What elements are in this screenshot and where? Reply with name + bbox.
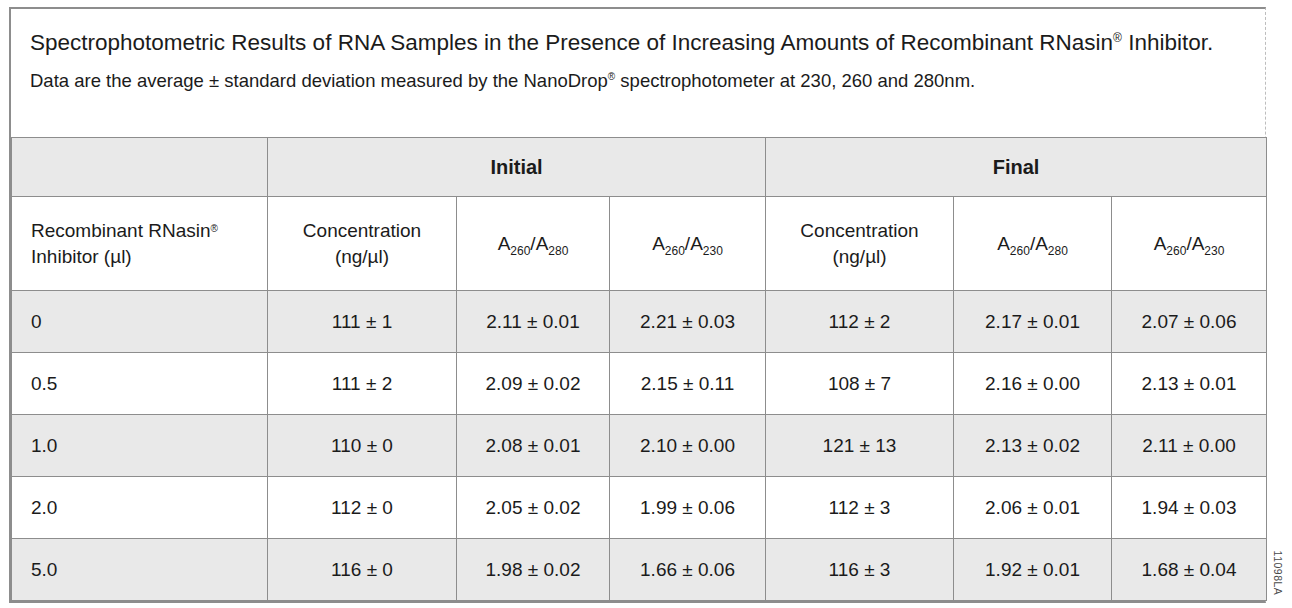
cell-initial-concentration: 116 ± 0: [268, 539, 457, 601]
cell-initial-concentration: 111 ± 2: [268, 353, 457, 415]
ratio-base: A: [536, 233, 549, 254]
group-header-final: Final: [766, 138, 1267, 197]
registered-mark: ®: [211, 223, 218, 234]
cell-final-concentration: 112 ± 3: [766, 477, 954, 539]
concentration-header-line2: (ng/µl): [335, 246, 389, 267]
ratio-base: A: [498, 233, 511, 254]
caption-description-text: Data are the average ± standard deviatio…: [30, 70, 608, 91]
col-header-initial-concentration: Concentration (ng/µl): [268, 197, 457, 291]
col-header-final-a260-a280: A260/A280: [954, 197, 1112, 291]
ratio-subscript: 260: [1166, 244, 1186, 258]
cell-initial-a260-a230: 2.21 ± 0.03: [610, 291, 766, 353]
figure-caption: Spectrophotometric Results of RNA Sample…: [11, 9, 1265, 137]
col-header-final-concentration: Concentration (ng/µl): [766, 197, 954, 291]
concentration-header-line1: Concentration: [303, 220, 421, 241]
cell-final-concentration: 112 ± 2: [766, 291, 954, 353]
ratio-subscript: 230: [1204, 244, 1224, 258]
concentration-header-line1: Concentration: [800, 220, 918, 241]
results-table: Initial Final Recombinant RNasin® Inhibi…: [11, 137, 1267, 601]
caption-main-text: Spectrophotometric Results of RNA Sample…: [30, 30, 1113, 55]
cell-initial-a260-a280: 1.98 ± 0.02: [457, 539, 610, 601]
table-row: 0 111 ± 1 2.11 ± 0.01 2.21 ± 0.03 112 ± …: [12, 291, 1267, 353]
cell-final-a260-a230: 2.11 ± 0.00: [1112, 415, 1267, 477]
corner-cell: [12, 138, 268, 197]
column-header-row: Recombinant RNasin® Inhibitor (µl) Conce…: [12, 197, 1267, 291]
cell-inhibitor: 2.0: [12, 477, 268, 539]
cell-inhibitor: 0: [12, 291, 268, 353]
cell-initial-a260-a280: 2.05 ± 0.02: [457, 477, 610, 539]
cell-initial-a260-a280: 2.09 ± 0.02: [457, 353, 610, 415]
cell-inhibitor: 0.5: [12, 353, 268, 415]
cell-initial-concentration: 110 ± 0: [268, 415, 457, 477]
cell-inhibitor: 1.0: [12, 415, 268, 477]
caption-description-text-2: spectrophotometer at 230, 260 and 280nm.: [615, 70, 975, 91]
ratio-base: A: [652, 233, 665, 254]
cell-final-a260-a230: 1.94 ± 0.03: [1112, 477, 1267, 539]
cell-final-a260-a280: 2.17 ± 0.01: [954, 291, 1112, 353]
col-header-initial-a260-a280: A260/A280: [457, 197, 610, 291]
cell-final-a260-a230: 2.13 ± 0.01: [1112, 353, 1267, 415]
ratio-subscript: 230: [703, 244, 723, 258]
ratio-base: A: [997, 233, 1010, 254]
table-row: 0.5 111 ± 2 2.09 ± 0.02 2.15 ± 0.11 108 …: [12, 353, 1267, 415]
col-header-inhibitor: Recombinant RNasin® Inhibitor (µl): [12, 197, 268, 291]
ratio-subscript: 260: [510, 244, 530, 258]
ratio-subscript: 280: [548, 244, 568, 258]
registered-mark: ®: [1113, 31, 1122, 45]
table-row: 2.0 112 ± 0 2.05 ± 0.02 1.99 ± 0.06 112 …: [12, 477, 1267, 539]
ratio-subscript: 280: [1048, 244, 1068, 258]
cell-final-a260-a280: 2.16 ± 0.00: [954, 353, 1112, 415]
table-row: 1.0 110 ± 0 2.08 ± 0.01 2.10 ± 0.00 121 …: [12, 415, 1267, 477]
col-header-initial-a260-a230: A260/A230: [610, 197, 766, 291]
results-figure: Spectrophotometric Results of RNA Sample…: [9, 7, 1266, 603]
cell-initial-a260-a280: 2.11 ± 0.01: [457, 291, 610, 353]
cell-initial-a260-a230: 1.66 ± 0.06: [610, 539, 766, 601]
cell-initial-concentration: 112 ± 0: [268, 477, 457, 539]
ratio-base: A: [1154, 233, 1167, 254]
ratio-base: A: [1035, 233, 1048, 254]
cell-final-a260-a280: 2.06 ± 0.01: [954, 477, 1112, 539]
ratio-subscript: 260: [1010, 244, 1030, 258]
table-row: 5.0 116 ± 0 1.98 ± 0.02 1.66 ± 0.06 116 …: [12, 539, 1267, 601]
cell-initial-concentration: 111 ± 1: [268, 291, 457, 353]
concentration-header-line2: (ng/µl): [832, 246, 886, 267]
inhibitor-header-line1: Recombinant RNasin: [31, 220, 211, 241]
ratio-base: A: [1192, 233, 1205, 254]
cell-final-concentration: 121 ± 13: [766, 415, 954, 477]
cell-final-a260-a280: 2.13 ± 0.02: [954, 415, 1112, 477]
caption-main-text-2: Inhibitor.: [1122, 30, 1213, 55]
ratio-subscript: 260: [665, 244, 685, 258]
cell-initial-a260-a230: 1.99 ± 0.06: [610, 477, 766, 539]
ratio-base: A: [690, 233, 703, 254]
group-header-initial: Initial: [268, 138, 766, 197]
cell-final-concentration: 116 ± 3: [766, 539, 954, 601]
cell-inhibitor: 5.0: [12, 539, 268, 601]
cell-final-a260-a280: 1.92 ± 0.01: [954, 539, 1112, 601]
cell-final-concentration: 108 ± 7: [766, 353, 954, 415]
inhibitor-header-line2: Inhibitor (µl): [31, 246, 132, 267]
cell-initial-a260-a230: 2.10 ± 0.00: [610, 415, 766, 477]
cell-final-a260-a230: 2.07 ± 0.06: [1112, 291, 1267, 353]
cell-final-a260-a230: 1.68 ± 0.04: [1112, 539, 1267, 601]
group-header-row: Initial Final: [12, 138, 1267, 197]
page: Spectrophotometric Results of RNA Sample…: [0, 0, 1292, 608]
cell-initial-a260-a280: 2.08 ± 0.01: [457, 415, 610, 477]
figure-code: 11098LA: [1272, 549, 1284, 597]
cell-initial-a260-a230: 2.15 ± 0.11: [610, 353, 766, 415]
col-header-final-a260-a230: A260/A230: [1112, 197, 1267, 291]
